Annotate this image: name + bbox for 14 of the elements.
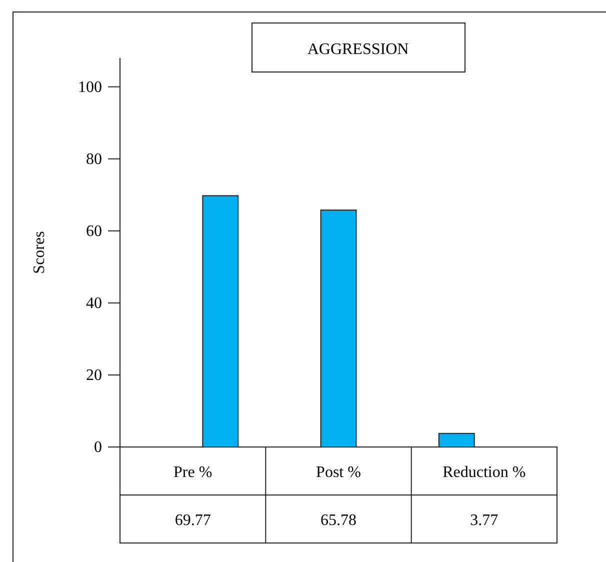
chart-title: AGGRESSION bbox=[307, 41, 410, 58]
data-label: 69.77 bbox=[174, 512, 211, 529]
x-tick-label: Post % bbox=[316, 464, 361, 481]
data-label: 3.77 bbox=[470, 512, 498, 529]
data-label: 65.78 bbox=[320, 512, 356, 529]
y-axis-title: Scores bbox=[31, 231, 48, 274]
y-tick-label: 0 bbox=[94, 439, 102, 456]
y-tick-label: 40 bbox=[86, 295, 102, 312]
y-tick-label: 80 bbox=[86, 150, 102, 168]
y-tick-label: 20 bbox=[86, 367, 102, 384]
x-tick-label: Pre % bbox=[174, 464, 212, 481]
y-tick-label: 60 bbox=[86, 223, 102, 240]
y-tick-label: 100 bbox=[78, 78, 102, 96]
x-tick-label: Reduction % bbox=[442, 464, 526, 481]
